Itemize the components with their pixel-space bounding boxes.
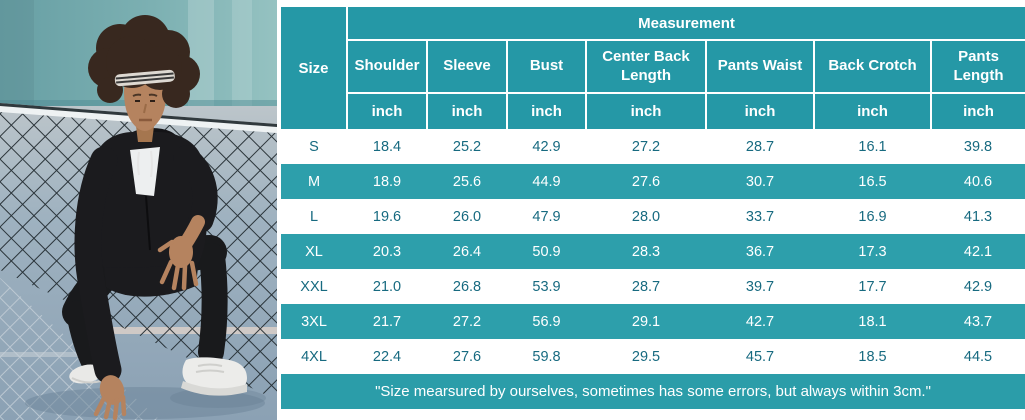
- value-cell: 18.9: [372, 173, 402, 190]
- column-header: Shoulder: [347, 40, 428, 94]
- value-cell: 30.7: [745, 173, 775, 190]
- size-cell: S: [309, 138, 319, 155]
- size-cell: 3XL: [301, 313, 327, 330]
- column-header-row: Shoulder Sleeve Bust Center Back Length Pant…: [281, 40, 1025, 94]
- size-cell: XL: [305, 243, 323, 260]
- value-cell: 18.5: [858, 348, 887, 365]
- value-cell: 20.3: [372, 243, 402, 260]
- model: [25, 15, 266, 420]
- table-body: S 18.4 25.2 42.9 27.2 28.7 16.1 39.8 M 18.9 25.6 44…: [281, 129, 1025, 374]
- unit-cell: inch: [507, 93, 587, 129]
- value-cell: 47.9: [532, 208, 561, 225]
- value-cell: 19.6: [372, 208, 402, 225]
- size-header: Size: [281, 7, 348, 129]
- size-cell: 4XL: [301, 348, 327, 365]
- value-cell: 59.8: [532, 348, 561, 365]
- value-cell: 21.0: [372, 278, 402, 295]
- measurement-row: Size Measurement: [281, 7, 1025, 129]
- headband: [114, 69, 175, 87]
- right-sneaker: [181, 357, 247, 396]
- face-features: [132, 93, 158, 122]
- footnote-row: "Size mearsured by ourselves, sometimes …: [281, 374, 1025, 409]
- value-cell: 18.4: [372, 138, 402, 155]
- value-cell: 27.2: [631, 138, 661, 155]
- value-cell: 21.7: [372, 313, 402, 330]
- size-cell: M: [307, 173, 321, 190]
- value-cell: 44.5: [963, 348, 993, 365]
- value-cell: 28.0: [631, 208, 661, 225]
- value-cell: 50.9: [532, 243, 561, 260]
- table-row: M 18.9 25.6 44.9 27.6 30.7 16.5 40.6: [281, 164, 1025, 199]
- value-cell: 22.4: [372, 348, 402, 365]
- column-header: Sleeve: [427, 40, 508, 94]
- value-cell: 17.3: [858, 243, 887, 260]
- value-cell: 17.7: [858, 278, 887, 295]
- value-cell: 53.9: [532, 278, 561, 295]
- value-cell: 56.9: [532, 313, 561, 330]
- table-row: S 18.4 25.2 42.9 27.2 28.7 16.1 39.8: [281, 129, 1025, 164]
- value-cell: 43.7: [963, 313, 993, 330]
- value-cell: 44.9: [532, 173, 561, 190]
- right-hand: [157, 236, 199, 291]
- table-row: 3XL 21.7 27.2 56.9 29.1 42.7 18.1 43.7: [281, 304, 1025, 339]
- size-chart-table-container: Size Measurement Shoulder Sleeve Bust Cente…: [281, 7, 1025, 409]
- value-cell: 16.9: [858, 208, 887, 225]
- column-header: Center Back Length: [586, 40, 707, 94]
- value-cell: 26.0: [452, 208, 482, 225]
- value-cell: 27.6: [631, 173, 661, 190]
- value-cell: 33.7: [745, 208, 775, 225]
- unit-row: inch inch inch inch inch inch inch: [281, 93, 1025, 129]
- value-cell: 41.3: [963, 208, 993, 225]
- unit-cell: inch: [347, 93, 428, 129]
- column-header: Pants Length: [931, 40, 1025, 94]
- value-cell: 39.8: [963, 138, 993, 155]
- unit-cell: inch: [814, 93, 932, 129]
- value-cell: 26.4: [452, 243, 482, 260]
- size-cell: L: [309, 208, 319, 225]
- value-cell: 18.1: [858, 313, 887, 330]
- table-row: XL 20.3 26.4 50.9 28.3 36.7 17.3 42.1: [281, 234, 1025, 269]
- value-cell: 16.1: [858, 138, 887, 155]
- measurement-header: Measurement: [347, 7, 1025, 41]
- value-cell: 28.3: [631, 243, 661, 260]
- table-row: XXL 21.0 26.8 53.9 28.7 39.7 17.7 42.9: [281, 269, 1025, 304]
- unit-cell: inch: [706, 93, 815, 129]
- value-cell: 42.1: [963, 243, 993, 260]
- ground-shadow: [25, 387, 265, 419]
- column-header: Bust: [507, 40, 587, 94]
- model-photo: [0, 0, 277, 420]
- value-cell: 45.7: [745, 348, 775, 365]
- table-row: 4XL 22.4 27.6 59.8 29.5 45.7 18.5 44.5: [281, 339, 1025, 374]
- column-header: Pants Waist: [706, 40, 815, 94]
- size-cell: XXL: [300, 278, 328, 295]
- column-header: Back Crotch: [814, 40, 932, 94]
- footnote: "Size mearsured by ourselves, sometimes …: [281, 374, 1025, 409]
- value-cell: 29.1: [631, 313, 661, 330]
- table-row: L 19.6 26.0 47.9 28.0 33.7 16.9 41.3: [281, 199, 1025, 234]
- unit-cell: inch: [586, 93, 707, 129]
- model-photo-illustration: [0, 0, 277, 420]
- value-cell: 16.5: [858, 173, 887, 190]
- value-cell: 27.2: [452, 313, 482, 330]
- value-cell: 36.7: [745, 243, 775, 260]
- value-cell: 29.5: [631, 348, 661, 365]
- value-cell: 40.6: [963, 173, 993, 190]
- value-cell: 25.2: [452, 138, 482, 155]
- value-cell: 28.7: [631, 278, 661, 295]
- value-cell: 42.9: [963, 278, 993, 295]
- value-cell: 42.7: [745, 313, 775, 330]
- value-cell: 25.6: [452, 173, 482, 190]
- unit-cell: inch: [931, 93, 1025, 129]
- value-cell: 27.6: [452, 348, 482, 365]
- value-cell: 28.7: [745, 138, 775, 155]
- value-cell: 39.7: [745, 278, 775, 295]
- value-cell: 26.8: [452, 278, 482, 295]
- size-table: Size Measurement Shoulder Sleeve Bust Cente…: [281, 7, 1025, 409]
- left-hand: [93, 375, 127, 420]
- unit-cell: inch: [427, 93, 508, 129]
- value-cell: 42.9: [532, 138, 561, 155]
